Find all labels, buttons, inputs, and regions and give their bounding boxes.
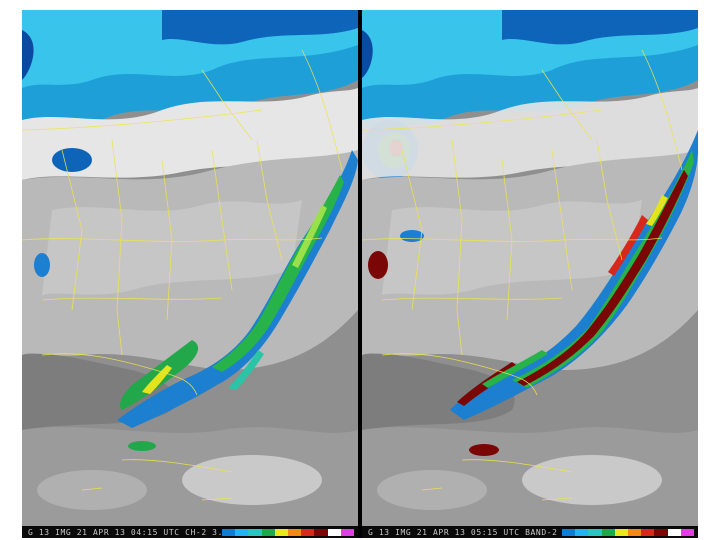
color-scale-right bbox=[562, 529, 695, 536]
satellite-panel-right: G 13 IMG 21 APR 13 05:15 UTC BAND-2 3.9 … bbox=[362, 10, 698, 538]
color-scale-swatch bbox=[614, 529, 629, 536]
color-scale-swatch bbox=[680, 529, 695, 536]
color-scale-swatch bbox=[667, 529, 681, 536]
color-scale-swatch bbox=[274, 529, 289, 536]
color-scale-swatch bbox=[340, 529, 355, 536]
satellite-image-right bbox=[362, 10, 698, 526]
color-scale-swatch bbox=[288, 529, 302, 536]
satellite-image-left bbox=[22, 10, 358, 526]
image-caption-left: G 13 IMG 21 APR 13 04:15 UTC CH-2 3.9 UM bbox=[28, 527, 245, 537]
panel-divider bbox=[358, 10, 362, 538]
color-scale-swatch bbox=[327, 529, 341, 536]
color-scale-swatch bbox=[601, 529, 615, 536]
color-scale-swatch bbox=[301, 529, 315, 536]
color-scale-swatch bbox=[248, 529, 262, 536]
color-scale-swatch bbox=[562, 529, 576, 536]
color-scale-swatch bbox=[588, 529, 602, 536]
color-scale-left bbox=[222, 529, 355, 536]
color-scale-swatch bbox=[628, 529, 642, 536]
color-scale-swatch bbox=[575, 529, 589, 536]
color-scale-swatch bbox=[222, 529, 236, 536]
satellite-panel-left: G 13 IMG 21 APR 13 04:15 UTC CH-2 3.9 UM bbox=[22, 10, 358, 538]
color-scale-swatch bbox=[641, 529, 655, 536]
color-scale-swatch bbox=[235, 529, 249, 536]
color-scale-swatch bbox=[654, 529, 668, 536]
color-scale-swatch bbox=[261, 529, 275, 536]
image-caption-right: G 13 IMG 21 APR 13 05:15 UTC BAND-2 3.9 … bbox=[368, 527, 596, 537]
color-scale-swatch bbox=[314, 529, 328, 536]
